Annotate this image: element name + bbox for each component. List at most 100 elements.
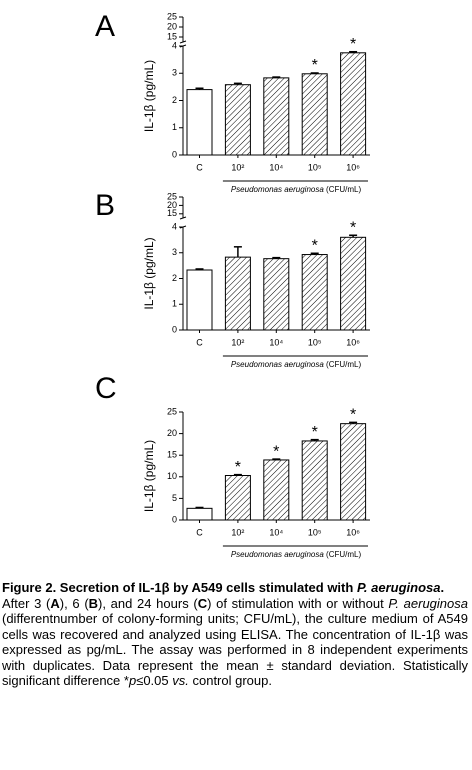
- caption-text: B: [88, 595, 99, 611]
- x-tick-label: 10⁴: [269, 337, 283, 347]
- significance-label: *: [312, 57, 318, 74]
- bar: [340, 423, 367, 521]
- y-tick-label: 4: [172, 221, 177, 231]
- y-tick-label: 25: [167, 191, 177, 201]
- caption-text: Figure 2. Secretion of IL-1β by A549 cel…: [2, 580, 357, 595]
- caption-text: A: [50, 595, 60, 611]
- y-tick-label: 20: [167, 428, 177, 438]
- caption-text: After 3 (: [2, 595, 51, 611]
- axis-break: [179, 44, 187, 48]
- x-axis-label-part: Pseudomonas aeruginosa: [231, 550, 325, 559]
- caption-text: .: [440, 580, 445, 595]
- axis-break: [179, 225, 187, 229]
- x-tick-label: 10⁴: [269, 162, 283, 172]
- bar: [263, 459, 290, 521]
- x-axis-label-part: Pseudomonas aeruginosa: [231, 360, 325, 369]
- y-tick-label: 25: [167, 11, 177, 21]
- x-tick-label: 10⁶: [346, 337, 360, 347]
- significance-label: *: [235, 459, 241, 476]
- caption-text: ≤0.05: [136, 673, 173, 688]
- significance-label: *: [273, 443, 279, 460]
- x-axis-label: Pseudomonas aeruginosa (CFU/mL): [231, 550, 362, 559]
- bar: [301, 254, 328, 331]
- bar: [263, 77, 290, 156]
- caption-text: control group.: [188, 673, 272, 688]
- x-axis-label: Pseudomonas aeruginosa (CFU/mL): [231, 185, 362, 194]
- bar: [301, 73, 328, 156]
- axis-break: [179, 216, 187, 220]
- x-tick-label: 10²: [231, 337, 244, 347]
- bar: [340, 236, 367, 331]
- x-tick-label: 10⁶: [346, 527, 360, 537]
- caption-body: After 3 (A), 6 (B), and 24 hours (C) of …: [2, 596, 468, 689]
- y-tick-label: 0: [172, 324, 177, 334]
- x-axis-label-part: (CFU/mL): [326, 360, 361, 369]
- y-tick-label: 0: [172, 149, 177, 159]
- bar: [224, 256, 251, 331]
- significance-label: *: [312, 424, 318, 441]
- x-tick-label: C: [196, 527, 203, 537]
- y-tick-label: 1: [172, 122, 177, 132]
- y-tick-label: 3: [172, 68, 177, 78]
- caption-text: ), and 24 hours (: [98, 595, 198, 611]
- x-tick-label: C: [196, 337, 203, 347]
- x-axis-label-part: (CFU/mL): [326, 550, 361, 559]
- significance-label: *: [350, 219, 356, 236]
- panel-letter: A: [95, 10, 115, 43]
- y-tick-label: 20: [167, 200, 177, 210]
- x-tick-label: C: [196, 162, 203, 172]
- y-tick-label: 3: [172, 247, 177, 257]
- panel-letter: B: [95, 189, 115, 222]
- significance-label: *: [350, 36, 356, 53]
- caption-text: C: [197, 595, 208, 611]
- axis-break: [179, 40, 187, 44]
- x-axis-label-part: Pseudomonas aeruginosa: [231, 185, 325, 194]
- y-tick-label: 5: [172, 493, 177, 503]
- x-tick-label: 10⁵: [308, 527, 322, 537]
- bar: [224, 84, 251, 156]
- x-tick-label: 10⁵: [308, 162, 322, 172]
- bar: [340, 52, 367, 156]
- x-tick-label: 10²: [231, 162, 244, 172]
- y-tick-label: 15: [167, 31, 177, 41]
- y-tick-label: 25: [167, 406, 177, 416]
- significance-label: *: [312, 237, 318, 254]
- significance-label: *: [350, 407, 356, 424]
- caption-text: ) of stimulation with or without: [207, 595, 389, 611]
- bar: [186, 269, 213, 331]
- x-tick-label: 10⁶: [346, 162, 360, 172]
- y-tick-label: 0: [172, 514, 177, 524]
- x-tick-label: 10⁴: [269, 527, 283, 537]
- bar: [263, 258, 290, 331]
- y-tick-label: 1: [172, 299, 177, 309]
- x-axis-label: Pseudomonas aeruginosa (CFU/mL): [231, 360, 362, 369]
- y-tick-label: 15: [167, 208, 177, 218]
- x-tick-label: 10²: [231, 527, 244, 537]
- caption: Figure 2. Secretion of IL-1β by A549 cel…: [2, 580, 468, 689]
- x-tick-label: 10⁵: [308, 337, 322, 347]
- y-tick-label: 4: [172, 40, 177, 50]
- panel-letter: C: [95, 372, 117, 405]
- y-tick-label: 2: [172, 273, 177, 283]
- bar: [186, 89, 213, 156]
- y-tick-label: 2: [172, 95, 177, 105]
- y-tick-label: 20: [167, 21, 177, 31]
- y-tick-label: 15: [167, 450, 177, 460]
- caption-text: ), 6 (: [59, 595, 89, 611]
- bar: [301, 440, 328, 521]
- caption-title: Figure 2. Secretion of IL-1β by A549 cel…: [2, 580, 468, 596]
- x-axis-label-part: (CFU/mL): [326, 185, 361, 194]
- y-axis-label: IL-1β (pg/mL): [142, 440, 156, 512]
- y-axis-label: IL-1β (pg/mL): [142, 237, 156, 309]
- bar: [224, 475, 251, 521]
- caption-text: p: [128, 673, 137, 688]
- y-axis-label: IL-1β (pg/mL): [142, 60, 156, 132]
- caption-text: P. aeruginosa: [356, 580, 441, 595]
- caption-text: (differentnumber of colony-forming units…: [2, 611, 468, 688]
- bar: [186, 507, 213, 521]
- y-tick-label: 10: [167, 471, 177, 481]
- caption-text: vs.: [172, 673, 189, 688]
- caption-text: P. aeruginosa: [388, 595, 468, 611]
